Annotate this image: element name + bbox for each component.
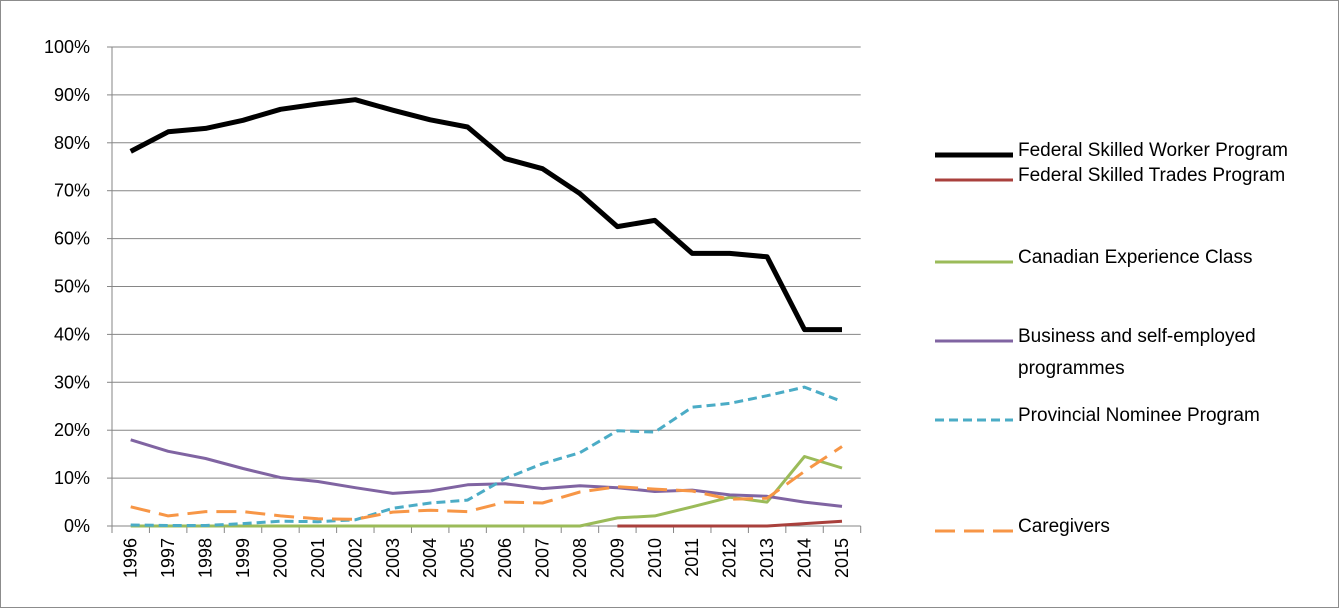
legend-swatch [935,339,1013,343]
x-tick-label: 2003 [383,538,403,578]
legend-label: Federal Skilled Trades Program [1018,165,1286,186]
x-tick-label: 2015 [832,538,852,578]
x-tick-label: 2011 [682,538,702,577]
legend-swatch [935,178,1013,182]
x-tick-label: 2007 [533,538,553,578]
y-tick-label: 100% [44,37,90,57]
series-line [617,519,843,528]
series-line [130,385,843,527]
legend-entry: Federal Skilled Trades Program [934,165,1318,193]
legend-swatch [935,529,1013,533]
series-line [129,97,842,333]
y-tick-label: 10% [54,468,90,488]
x-tick-label: 2004 [420,538,440,578]
legend-label: Caregivers [1018,516,1110,537]
y-tick-label: 60% [54,229,90,249]
x-tick-label: 1998 [196,538,216,578]
legend-entry: Caregivers [934,516,1318,544]
x-tick-label: 2010 [645,538,665,578]
legend-swatch [935,152,1013,158]
legend-swatch [935,418,1013,422]
y-tick-label: 70% [54,181,90,201]
y-tick-label: 80% [54,133,90,153]
legend-entry: Business and self-employed programmes [934,326,1318,385]
legend-swatch [935,260,1013,264]
y-tick-label: 0% [64,516,90,536]
y-tick-label: 90% [54,85,90,105]
legend-label: Canadian Experience Class [1018,247,1253,268]
x-tick-label: 2001 [308,538,328,578]
legend-entry: Federal Skilled Worker Program [934,140,1318,168]
y-tick-label: 40% [54,324,90,344]
legend-entry: Canadian Experience Class [934,247,1318,275]
y-tick-label: 20% [54,420,90,440]
series-line [130,438,843,508]
x-tick-label: 1996 [121,538,141,578]
x-tick-label: 2006 [495,538,515,578]
x-tick-label: 1999 [233,538,253,578]
legend-label: Provincial Nominee Program [1018,405,1260,426]
x-tick-label: 2008 [570,538,590,578]
legend-label: Federal Skilled Worker Program [1018,140,1288,161]
x-tick-label: 2005 [458,538,478,578]
x-tick-label: 2000 [270,538,290,578]
legend-entry: Provincial Nominee Program [934,405,1318,433]
x-tick-label: 2012 [720,538,740,578]
x-tick-label: 2014 [795,538,815,578]
y-tick-label: 30% [54,372,90,392]
x-tick-label: 2013 [757,538,777,578]
x-tick-label: 2009 [607,538,627,578]
x-tick-label: 1997 [158,538,178,578]
series-line [130,445,843,521]
legend-label: Business and self-employed programmes [1018,326,1256,379]
x-tick-label: 2002 [345,538,365,578]
y-tick-label: 50% [54,277,90,297]
